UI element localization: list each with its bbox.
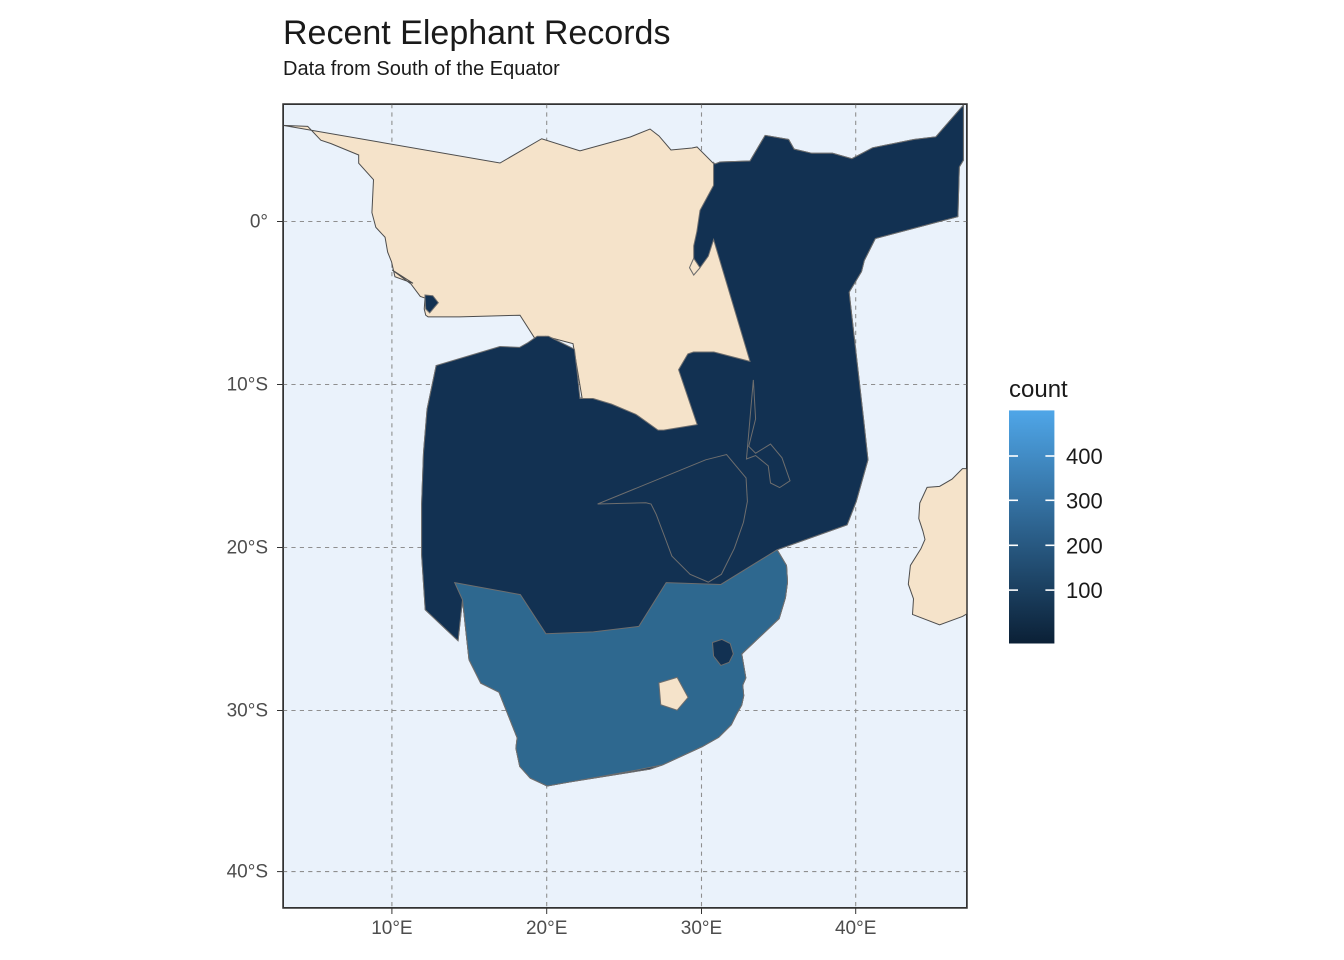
svg-text:100: 100	[1066, 578, 1103, 603]
svg-text:0°: 0°	[250, 212, 268, 233]
svg-text:200: 200	[1066, 533, 1103, 558]
svg-text:400: 400	[1066, 444, 1103, 469]
svg-text:10°E: 10°E	[371, 918, 412, 939]
svg-text:30°E: 30°E	[681, 918, 722, 939]
svg-text:count: count	[1009, 376, 1068, 403]
svg-text:20°E: 20°E	[526, 918, 567, 939]
svg-text:40°S: 40°S	[227, 862, 268, 883]
svg-text:30°S: 30°S	[227, 701, 268, 722]
svg-text:10°S: 10°S	[227, 375, 268, 396]
svg-text:40°E: 40°E	[835, 918, 876, 939]
svg-text:20°S: 20°S	[227, 538, 268, 559]
svg-text:300: 300	[1066, 488, 1103, 513]
